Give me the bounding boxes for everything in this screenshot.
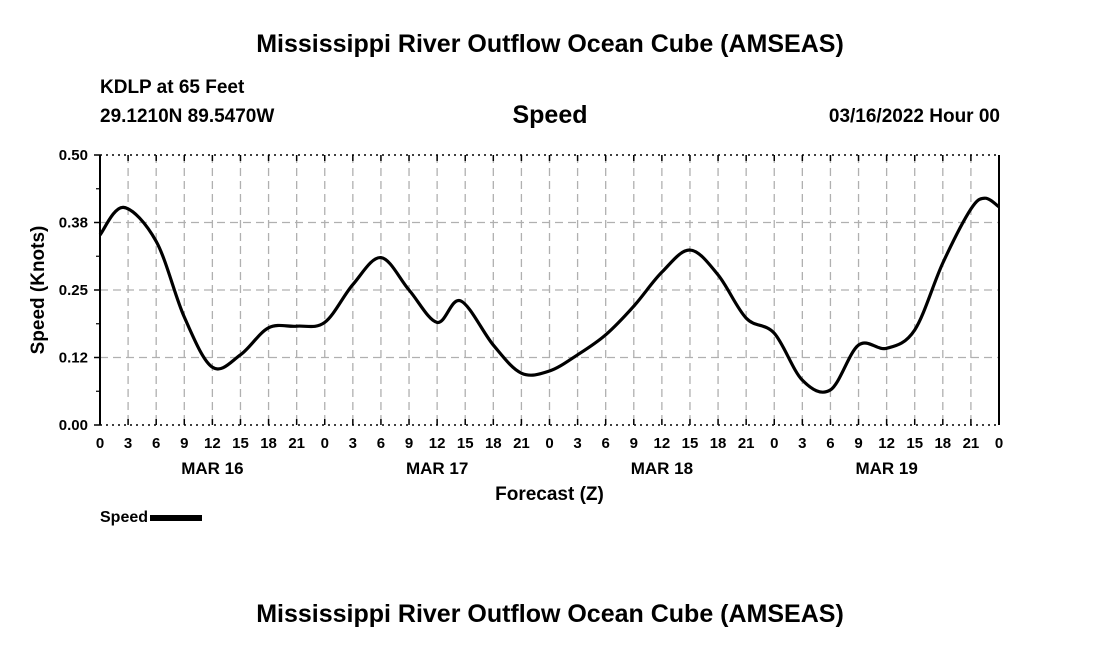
x-tick-label: 21	[738, 435, 755, 452]
x-tick-label: 3	[124, 435, 132, 452]
footer-title: Mississippi River Outflow Ocean Cube (AM…	[256, 600, 844, 628]
x-tick-label: 15	[682, 435, 699, 452]
x-tick-label: 6	[826, 435, 834, 452]
x-tick-label: 0	[321, 435, 329, 452]
x-tick-label: 3	[573, 435, 581, 452]
x-tick-label: 0	[96, 435, 104, 452]
y-tick-label: 0.50	[59, 147, 88, 164]
x-tick-label: 18	[934, 435, 951, 452]
y-tick-label: 0.00	[59, 417, 88, 434]
x-tick-label: 9	[180, 435, 188, 452]
variable-title: Speed	[512, 101, 588, 129]
x-tick-label: 12	[429, 435, 446, 452]
x-tick-label: 3	[349, 435, 357, 452]
x-tick-label: 12	[654, 435, 671, 452]
x-tick-label: 18	[485, 435, 502, 452]
x-tick-label: 6	[377, 435, 385, 452]
x-axis-label: Forecast (Z)	[495, 484, 604, 505]
x-tick-label: 12	[878, 435, 895, 452]
x-tick-label: 0	[545, 435, 553, 452]
day-label: MAR 17	[406, 459, 468, 478]
x-tick-label: 15	[457, 435, 474, 452]
day-label: MAR 19	[855, 459, 917, 478]
x-tick-label: 9	[630, 435, 638, 452]
y-tick-label: 0.38	[59, 215, 88, 232]
x-tick-label: 12	[204, 435, 221, 452]
date-label: 03/16/2022 Hour 00	[828, 106, 1000, 127]
x-tick-label: 0	[995, 435, 1003, 452]
y-tick-label: 0.25	[59, 282, 88, 299]
legend: Speed	[100, 509, 203, 527]
y-tick-label: 0.12	[59, 350, 88, 367]
x-tick-label: 21	[963, 435, 980, 452]
legend-swatch	[150, 514, 203, 521]
coordinates-label: 29.1210N 89.5470W	[100, 106, 275, 127]
x-tick-label: 21	[288, 435, 305, 452]
legend-label: Speed	[100, 509, 149, 526]
x-tick-label: 18	[710, 435, 727, 452]
x-tick-label: 9	[854, 435, 862, 452]
x-tick-label: 0	[770, 435, 778, 452]
speed-series-line	[98, 196, 1000, 394]
x-tick-label: 18	[260, 435, 277, 452]
x-tick-label: 6	[152, 435, 160, 452]
chart-title: Mississippi River Outflow Ocean Cube (AM…	[256, 30, 844, 58]
x-tick-label: 9	[405, 435, 413, 452]
day-label: MAR 18	[631, 459, 693, 478]
day-label: MAR 16	[181, 459, 243, 478]
x-tick-label: 6	[602, 435, 610, 452]
x-tick-label: 3	[798, 435, 806, 452]
x-tick-label: 21	[513, 435, 530, 452]
x-tick-label: 15	[232, 435, 249, 452]
station-label: KDLP at 65 Feet	[100, 77, 245, 98]
y-axis-label: Speed (Knots)	[28, 226, 49, 355]
x-tick-label: 15	[906, 435, 923, 452]
